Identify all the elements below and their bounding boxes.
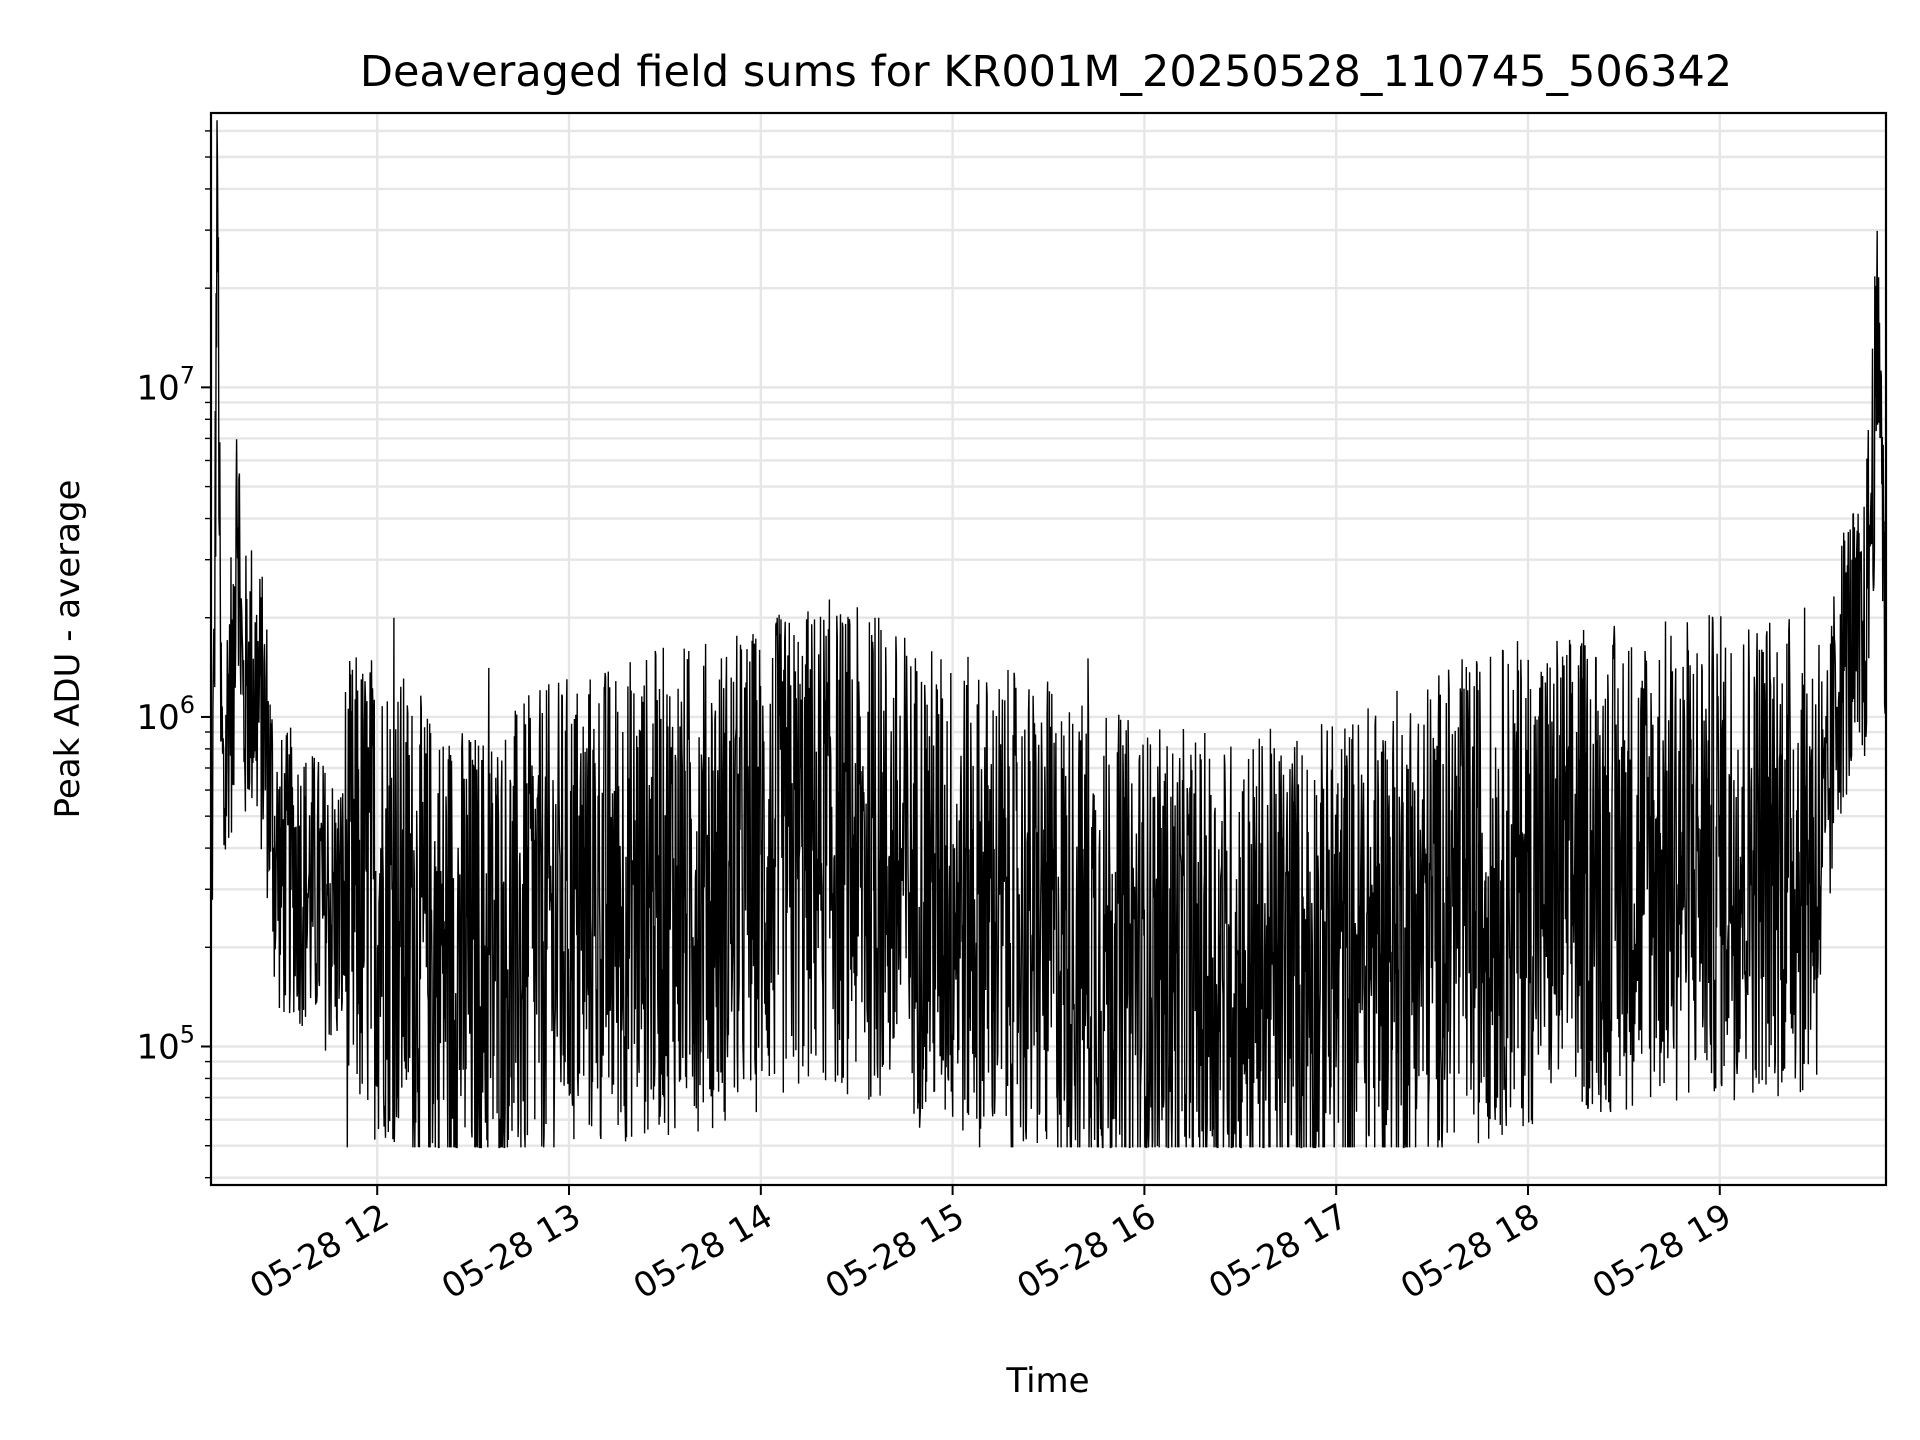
y-tick-label: 106 (136, 691, 195, 738)
x-axis-label: Time (1005, 1361, 1089, 1401)
x-tick-label: 05-28 18 (1394, 1196, 1546, 1307)
plot-frame (209, 111, 1888, 1187)
x-tick-label: 05-28 15 (819, 1196, 971, 1307)
chart-title: Deaveraged field sums for KR001M_2025052… (360, 47, 1732, 97)
series-layer (210, 120, 1887, 1149)
x-tick-label: 05-28 16 (1011, 1196, 1163, 1307)
x-tick-label: 05-28 19 (1586, 1196, 1738, 1307)
y-tick-label: 107 (136, 361, 195, 408)
x-tick-label: 05-28 12 (243, 1196, 395, 1307)
x-tick-label: 05-28 13 (435, 1196, 587, 1307)
x-tick-label: 05-28 14 (627, 1196, 779, 1307)
y-axis-label: Peak ADU - average (48, 480, 88, 819)
x-tick-label: 05-28 17 (1202, 1196, 1354, 1307)
y-tick-label: 105 (136, 1021, 195, 1068)
series-line (210, 120, 1887, 1149)
